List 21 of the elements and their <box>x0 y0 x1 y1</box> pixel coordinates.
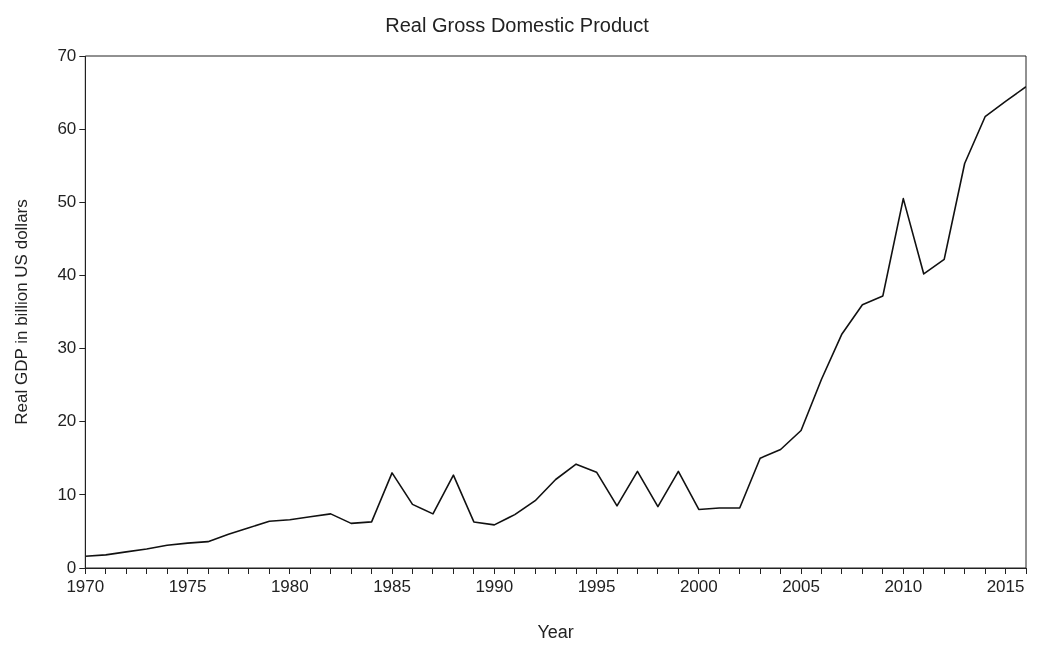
y-tick-label: 70 <box>57 45 77 65</box>
y-tick-label: 50 <box>57 191 77 211</box>
x-tick-label: 2010 <box>884 576 923 596</box>
y-tick-label: 30 <box>57 338 77 358</box>
y-tick-label: 0 <box>66 557 77 577</box>
x-tick-label: 1980 <box>270 576 309 596</box>
x-tick-label: 2015 <box>986 576 1025 596</box>
x-tick-label: 1995 <box>577 576 616 596</box>
x-axis-title: Year <box>537 622 574 643</box>
y-tick-label: 20 <box>57 411 77 431</box>
x-tick-label: 2000 <box>679 576 718 596</box>
y-tick-label: 40 <box>57 265 77 285</box>
y-axis-title: Real GDP in billion US dollars <box>11 199 31 425</box>
y-tick-label: 60 <box>57 118 77 138</box>
chart-title: Real Gross Domestic Product <box>385 13 650 36</box>
x-tick-label: 1975 <box>168 576 207 596</box>
x-tick-label: 1970 <box>66 576 105 596</box>
x-tick-label: 1990 <box>475 576 514 596</box>
x-tick-label: 2005 <box>782 576 820 596</box>
y-tick-label: 10 <box>57 484 77 504</box>
x-tick-label: 1985 <box>373 576 411 596</box>
